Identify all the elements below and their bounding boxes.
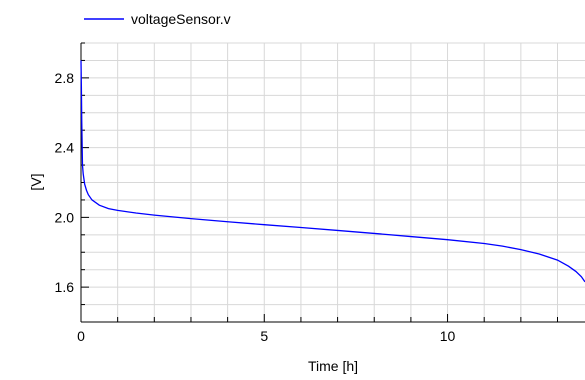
legend-label: voltageSensor.v [131,11,231,27]
x-tick-label: 10 [440,328,456,344]
x-axis-title: Time [h] [308,358,358,374]
y-axis-title: [V] [28,173,44,190]
series-line-voltageSensor-v [80,60,585,283]
y-tick-label: 2.4 [55,140,75,156]
y-tick-label: 1.6 [55,279,75,295]
y-tick-label: 2.0 [55,209,75,225]
x-tick-label: 0 [77,328,85,344]
grid [80,42,585,323]
x-tick-label: 5 [260,328,268,344]
tick-labels: 0 5 10 1.6 2.0 2.4 2.8 [55,70,456,344]
y-tick-label: 2.8 [55,70,75,86]
